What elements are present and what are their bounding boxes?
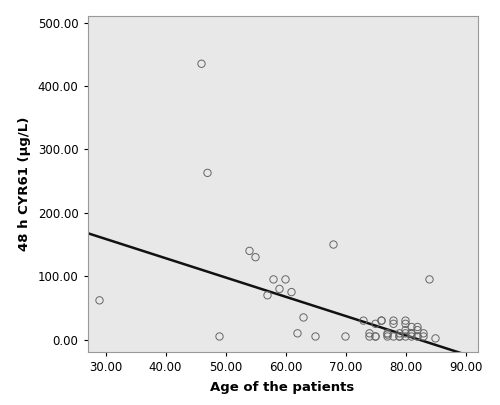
Y-axis label: 48 h CYR61 (μg/L): 48 h CYR61 (μg/L): [18, 117, 31, 252]
Point: [384, 330, 392, 337]
Point: [396, 333, 404, 340]
Point: [408, 333, 416, 340]
Point: [246, 247, 254, 254]
Point: [378, 318, 386, 324]
Point: [414, 333, 422, 340]
Point: [366, 333, 374, 340]
Point: [276, 286, 283, 292]
Point: [390, 321, 398, 327]
Point: [288, 289, 296, 295]
Point: [282, 276, 290, 283]
Point: [390, 333, 398, 340]
Point: [300, 314, 308, 321]
Point: [432, 335, 440, 342]
Point: [252, 254, 260, 260]
Point: [294, 330, 302, 337]
Point: [330, 241, 338, 248]
Point: [264, 292, 272, 298]
Point: [408, 330, 416, 337]
Point: [96, 297, 104, 304]
Point: [408, 330, 416, 337]
Point: [402, 327, 409, 333]
Point: [420, 330, 428, 337]
Point: [414, 327, 422, 333]
Point: [204, 170, 212, 176]
Point: [372, 333, 380, 340]
Point: [342, 333, 349, 340]
Point: [270, 276, 278, 283]
Point: [216, 333, 224, 340]
Point: [408, 324, 416, 330]
Point: [396, 333, 404, 340]
Point: [384, 333, 392, 340]
Point: [366, 330, 374, 337]
Point: [402, 318, 409, 324]
Point: [426, 276, 434, 283]
Point: [396, 330, 404, 337]
X-axis label: Age of the patients: Age of the patients: [210, 382, 354, 394]
Point: [402, 330, 409, 337]
Point: [420, 333, 428, 340]
Point: [360, 318, 368, 324]
Point: [414, 324, 422, 330]
Point: [402, 321, 409, 327]
Point: [384, 331, 392, 338]
Point: [198, 60, 205, 67]
Point: [390, 318, 398, 324]
Point: [402, 333, 409, 340]
Point: [372, 333, 380, 340]
Point: [312, 333, 320, 340]
Point: [414, 333, 422, 340]
Point: [372, 321, 380, 327]
Point: [378, 318, 386, 324]
